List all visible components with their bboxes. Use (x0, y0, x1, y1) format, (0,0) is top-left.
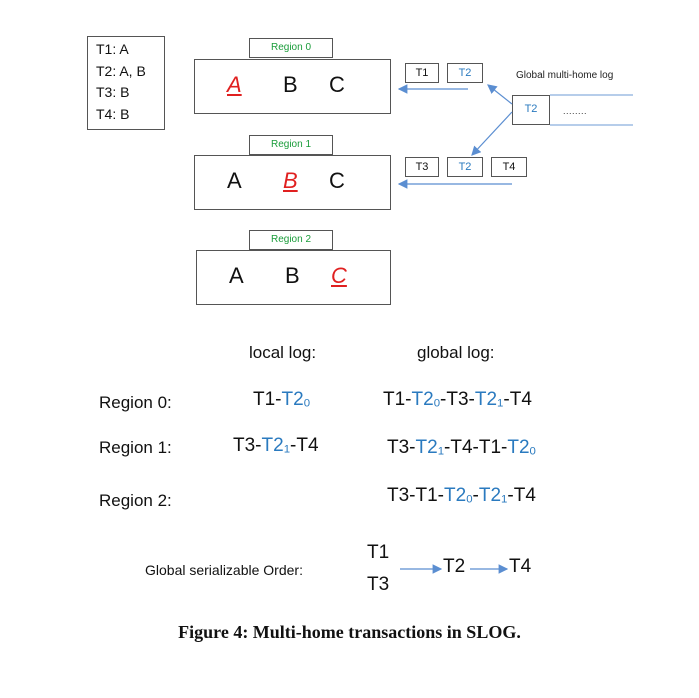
single-home-txn: T1- (383, 389, 412, 410)
order-t2: T2 (443, 556, 466, 577)
txn-subscript: 0 (433, 397, 441, 410)
row-label-region-2: Region 2: (99, 491, 172, 510)
order-t4: T4 (509, 556, 532, 577)
local-log-region-1: T3-T21-T4 (233, 435, 319, 457)
order-label: Global serializable Order: (145, 562, 303, 578)
queue-tag-t4: T4 (491, 157, 527, 177)
region-2-cell-b: B (285, 263, 300, 288)
txn-subscript: 0 (529, 445, 536, 458)
transaction-list: T1: A T2: A, B T3: B T4: B (87, 36, 165, 130)
txn-subscript: 0 (466, 493, 473, 506)
txn-subscript: 1 (501, 493, 508, 506)
queue-tag-t1: T1 (405, 63, 439, 83)
global-multihome-log-label: Global multi-home log (516, 70, 614, 81)
region-1-label: Region 1 (270, 139, 312, 150)
transaction-item: T2: A, B (96, 62, 146, 79)
global-log-entry-t2: T2 (512, 95, 550, 125)
region-2-label-box: Region 2 (249, 230, 333, 250)
region-2-box: A B C (196, 250, 391, 305)
local-log-region-0: T1-T20 (253, 389, 310, 411)
txn-subscript: 0 (303, 397, 311, 410)
global-log-region-1: T3-T21-T4-T1-T20 (387, 437, 536, 459)
region-0-label-box: Region 0 (249, 38, 333, 58)
region-1-cell-a: A (227, 168, 242, 193)
region-1-label-box: Region 1 (249, 135, 333, 155)
txn-subscript: 1 (437, 445, 445, 458)
region-1-cell-b: B (283, 168, 298, 193)
txn-subscript: 1 (283, 443, 291, 456)
multi-home-txn: T21 (261, 435, 291, 456)
global-log-ellipsis: ........ (563, 106, 588, 116)
global-log-header: global log: (417, 343, 495, 362)
queue-tag-t2: T2 (447, 63, 483, 83)
arrow-to-region0-queue (487, 84, 513, 105)
single-home-txn: -T4-T1- (444, 437, 508, 458)
order-t1: T1 (367, 542, 390, 563)
multi-home-txn: T21 (415, 437, 445, 458)
region-0-cell-a: A (227, 72, 242, 97)
order-t3: T3 (367, 574, 390, 595)
multi-home-txn: T21 (478, 485, 508, 506)
single-home-txn: -T3- (440, 389, 475, 410)
local-log-header: local log: (249, 343, 317, 362)
global-log-region-0: T1-T20-T3-T21-T4 (383, 389, 532, 411)
arrow-to-region1-queue (471, 111, 513, 156)
region-2-cell-c: C (331, 263, 347, 288)
queue-tag-t2: T2 (447, 157, 483, 177)
single-home-txn: T3-T1- (387, 485, 444, 506)
single-home-txn: T1- (253, 389, 282, 410)
single-home-txn: - (472, 485, 479, 506)
multi-home-txn: T21 (474, 389, 504, 410)
region-0-box: A B C (194, 59, 391, 114)
multi-home-txn: T20 (411, 389, 441, 410)
queue-tag-t3: T3 (405, 157, 439, 177)
region-2-label: Region 2 (270, 234, 312, 245)
figure-caption: Figure 4: Multi-home transactions in SLO… (178, 622, 521, 642)
region-0-label: Region 0 (270, 42, 312, 53)
txn-subscript: 1 (497, 397, 504, 410)
region-1-cell-c: C (329, 168, 345, 193)
single-home-txn: T3- (387, 437, 416, 458)
transaction-item: T4: B (96, 105, 130, 122)
multi-home-txn: T20 (507, 437, 536, 458)
region-0-cell-c: C (329, 72, 345, 97)
region-2-cell-a: A (229, 263, 244, 288)
single-home-txn: T3- (233, 435, 262, 456)
region-1-box: A B C (194, 155, 391, 210)
single-home-txn: -T4 (290, 435, 319, 456)
single-home-txn: -T4 (503, 389, 532, 410)
region-0-cell-b: B (283, 72, 298, 97)
row-label-region-0: Region 0: (99, 393, 172, 412)
row-label-region-1: Region 1: (99, 438, 172, 457)
transaction-item: T1: A (96, 41, 129, 57)
global-log-region-2: T3-T1-T20-T21-T4 (387, 485, 536, 507)
multi-home-txn: T20 (444, 485, 473, 506)
transaction-item: T3: B (96, 84, 130, 100)
single-home-txn: -T4 (507, 485, 536, 506)
multi-home-txn: T20 (281, 389, 311, 410)
